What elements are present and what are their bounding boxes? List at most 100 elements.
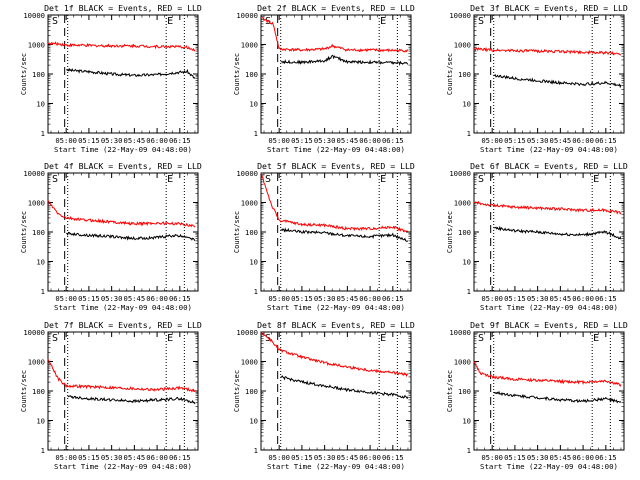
x-axis-label: Start Time (22-May-09 04:48:00) [267, 303, 405, 312]
y-tick-label: 100 [32, 228, 45, 237]
x-tick-label: 05:30 [527, 453, 549, 462]
chart-panel-3: Det 3f BLACK = Events, RED = LLD 1 10 100 10… [446, 3, 628, 154]
y-tick-label: 10 [249, 258, 258, 267]
y-tick-label: 10 [36, 100, 45, 109]
chart-panel-4: Det 4f BLACK = Events, RED = LLD 1 10 100 10… [20, 161, 202, 312]
start-marker: S [52, 16, 58, 27]
y-tick-label: 10 [462, 258, 471, 267]
lld-series-line [47, 358, 196, 393]
y-tick-label: 1000 [454, 199, 471, 208]
x-tick-label: 05:00 [268, 453, 290, 462]
x-tick-label: 05:30 [101, 294, 123, 303]
x-tick-label: 05:45 [337, 294, 359, 303]
y-tick-label: 100 [458, 70, 471, 79]
plot-frame [260, 14, 412, 134]
plot-frame [47, 331, 199, 451]
y-tick-label: 1000 [454, 41, 471, 50]
x-tick-label: 05:45 [550, 453, 572, 462]
x-tick-label: 06:00 [359, 136, 381, 145]
end-marker: E [167, 16, 173, 27]
y-tick-label: 10 [249, 100, 258, 109]
events-series-line [493, 390, 622, 404]
y-tick-label: 10000 [23, 169, 45, 178]
x-tick-label: 05:45 [124, 453, 146, 462]
end-marker: E [167, 174, 173, 185]
y-axis-label: Counts/sec [446, 211, 454, 253]
y-tick-label: 10 [36, 417, 45, 426]
lld-series-line [260, 331, 409, 378]
x-axis-label: Start Time (22-May-09 04:48:00) [54, 462, 192, 471]
start-marker: S [478, 174, 484, 185]
events-series-line [66, 67, 196, 79]
events-series-line [280, 54, 409, 66]
y-tick-label: 1 [254, 446, 258, 455]
y-tick-label: 10000 [236, 169, 258, 178]
x-tick-label: 05:00 [481, 453, 503, 462]
y-tick-label: 10000 [236, 328, 258, 337]
y-tick-label: 1000 [28, 358, 45, 367]
y-axis-label: Counts/sec [20, 370, 28, 412]
x-axis-label: Start Time (22-May-09 04:48:00) [54, 145, 192, 154]
start-marker: S [265, 174, 271, 185]
y-tick-label: 1 [41, 129, 45, 138]
chart-panel-9: Det 9f BLACK = Events, RED = LLD 1 10 100 10… [446, 320, 628, 471]
y-tick-label: 1 [41, 446, 45, 455]
y-axis-label: Counts/sec [20, 211, 28, 253]
y-tick-label: 100 [32, 387, 45, 396]
y-tick-label: 1000 [241, 199, 258, 208]
y-axis-label: Counts/sec [233, 211, 241, 253]
x-tick-label: 06:00 [146, 136, 168, 145]
x-tick-label: 05:45 [337, 136, 359, 145]
plot-frame [47, 172, 199, 292]
x-tick-label: 05:45 [550, 294, 572, 303]
events-series-line [280, 375, 409, 400]
y-tick-label: 100 [245, 70, 258, 79]
events-series-line [280, 227, 409, 242]
x-tick-label: 06:00 [146, 453, 168, 462]
lld-series-line [473, 361, 622, 387]
events-series-line [67, 395, 196, 405]
y-tick-label: 10 [36, 258, 45, 267]
x-tick-label: 05:45 [124, 294, 146, 303]
y-tick-label: 1 [41, 287, 45, 296]
x-tick-label: 05:30 [527, 294, 549, 303]
end-marker: E [380, 174, 386, 185]
chart-title: Det 9f BLACK = Events, RED = LLD [470, 320, 628, 330]
x-tick-label: 06:00 [572, 453, 594, 462]
y-tick-label: 1 [467, 129, 471, 138]
chart-title: Det 4f BLACK = Events, RED = LLD [44, 161, 202, 171]
y-tick-label: 100 [245, 228, 258, 237]
y-tick-label: 100 [32, 70, 45, 79]
y-tick-label: 100 [458, 387, 471, 396]
x-tick-label: 05:00 [481, 136, 503, 145]
chart-panel-1: Det 1f BLACK = Events, RED = LLD 1 10 100 10… [20, 3, 202, 154]
x-tick-label: 05:15 [504, 453, 526, 462]
end-marker: E [380, 333, 386, 344]
x-tick-label: 05:30 [101, 453, 123, 462]
x-tick-label: 06:00 [146, 294, 168, 303]
x-axis-label: Start Time (22-May-09 04:48:00) [267, 145, 405, 154]
y-tick-label: 10000 [23, 11, 45, 20]
x-tick-label: 06:15 [382, 136, 404, 145]
x-tick-label: 05:30 [314, 136, 336, 145]
chart-panel-5: Det 5f BLACK = Events, RED = LLD 1 10 100 10… [233, 161, 415, 312]
x-tick-label: 06:15 [169, 294, 191, 303]
x-tick-label: 06:15 [169, 136, 191, 145]
x-tick-label: 06:15 [382, 294, 404, 303]
x-tick-label: 06:15 [595, 136, 617, 145]
y-tick-label: 1000 [241, 358, 258, 367]
y-tick-label: 1000 [241, 41, 258, 50]
end-marker: E [593, 174, 599, 185]
x-axis-label: Start Time (22-May-09 04:48:00) [480, 145, 618, 154]
y-tick-label: 10000 [449, 169, 471, 178]
y-tick-label: 10 [462, 417, 471, 426]
start-marker: S [478, 16, 484, 27]
x-tick-label: 06:15 [595, 294, 617, 303]
x-tick-label: 05:15 [78, 136, 100, 145]
chart-title: Det 5f BLACK = Events, RED = LLD [257, 161, 415, 171]
x-tick-label: 06:00 [359, 294, 381, 303]
plot-frame [473, 331, 625, 451]
y-tick-label: 10000 [449, 11, 471, 20]
plot-frame [260, 172, 412, 292]
x-axis-label: Start Time (22-May-09 04:48:00) [480, 462, 618, 471]
